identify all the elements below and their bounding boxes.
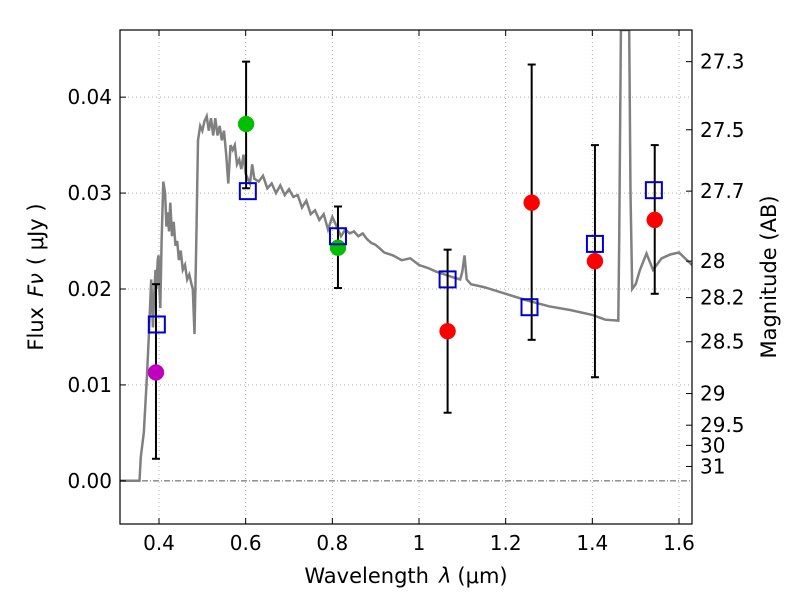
model-synthetic-point bbox=[644, 181, 663, 200]
model-synthetic-point bbox=[520, 298, 539, 317]
magnitude-tick-label: 27.7 bbox=[700, 179, 745, 203]
grid bbox=[120, 30, 692, 524]
model-synthetic-point bbox=[147, 315, 166, 334]
magnitude-tick-label: 28.2 bbox=[700, 286, 745, 310]
model-synthetic-point bbox=[328, 227, 347, 246]
model-synthetic-points bbox=[147, 181, 663, 334]
x-tick-label: 1.4 bbox=[576, 531, 608, 555]
observed-point bbox=[586, 252, 604, 270]
observed-points bbox=[147, 115, 663, 381]
y-axis-title: FluxFν( μJy ) bbox=[24, 203, 48, 350]
observed-point bbox=[329, 239, 347, 256]
x-tick-label: 1.6 bbox=[663, 531, 695, 555]
x-tick-label: 1 bbox=[413, 531, 426, 555]
magnitude-tick-label: 30 bbox=[700, 433, 725, 457]
magnitude-tick-label: 27.3 bbox=[700, 50, 745, 74]
magnitude-tick-label: 31 bbox=[700, 454, 725, 478]
plot-frame bbox=[119, 29, 693, 525]
x-axis-title: Wavelength λ (μm) bbox=[304, 564, 507, 588]
y-tick-label: 0.04 bbox=[67, 85, 112, 109]
magnitude-axis-title: Magnitude (AB) bbox=[757, 195, 781, 358]
x-tick-label: 0.8 bbox=[316, 531, 348, 555]
x-axis: 0.4 0.6 0.8 1 1.2 1.4 1.6 bbox=[143, 30, 695, 555]
model-sed-line bbox=[120, 30, 692, 483]
observed-point bbox=[237, 115, 255, 133]
y-tick-label: 0.03 bbox=[67, 181, 112, 205]
model-synthetic-point bbox=[238, 182, 257, 201]
magnitude-tick-label: 29 bbox=[700, 382, 725, 406]
x-tick-label: 0.4 bbox=[143, 531, 175, 555]
y-tick-label: 0.02 bbox=[67, 277, 112, 301]
model-synthetic-point bbox=[438, 270, 457, 289]
observed-point bbox=[147, 364, 165, 381]
observed-point bbox=[523, 194, 540, 211]
y-axis: 0.00 0.01 0.02 0.03 0.04 bbox=[67, 85, 126, 493]
observed-point bbox=[439, 322, 456, 340]
y-tick-label: 0.01 bbox=[67, 373, 112, 397]
x-tick-label: 0.6 bbox=[230, 531, 262, 555]
observed-point bbox=[646, 211, 663, 229]
magnitude-tick-label: 27.5 bbox=[700, 118, 745, 142]
x-tick-label: 1.2 bbox=[490, 531, 522, 555]
magnitude-tick-label: 28.5 bbox=[700, 330, 745, 354]
y-tick-label: 0.00 bbox=[67, 469, 112, 493]
magnitude-tick-label: 28 bbox=[700, 249, 725, 273]
model-synthetic-point bbox=[585, 234, 604, 253]
magnitude-tick-label: 29.5 bbox=[700, 413, 745, 437]
